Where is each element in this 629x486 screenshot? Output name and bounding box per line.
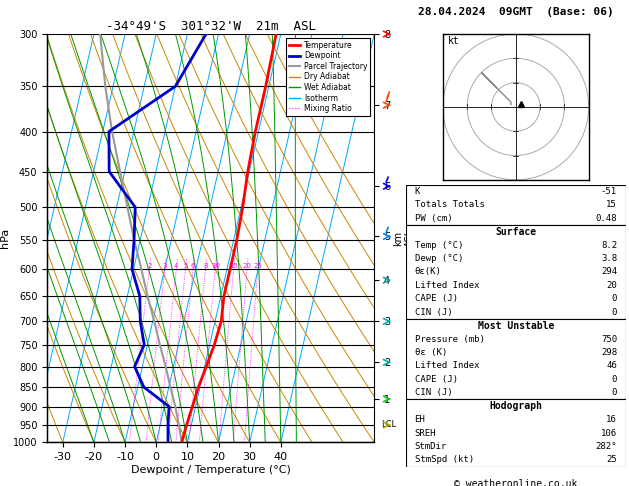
Text: 0: 0 [611, 295, 617, 303]
Text: 0: 0 [611, 308, 617, 317]
Text: kt: kt [448, 36, 460, 46]
Text: 25: 25 [606, 455, 617, 464]
Text: 15: 15 [606, 200, 617, 209]
Legend: Temperature, Dewpoint, Parcel Trajectory, Dry Adiabat, Wet Adiabat, Isotherm, Mi: Temperature, Dewpoint, Parcel Trajectory… [286, 38, 370, 116]
Text: 106: 106 [601, 429, 617, 437]
FancyBboxPatch shape [406, 185, 626, 225]
Text: CAPE (J): CAPE (J) [415, 295, 457, 303]
Text: Lifted Index: Lifted Index [415, 362, 479, 370]
Text: 0: 0 [611, 388, 617, 397]
Text: Totals Totals: Totals Totals [415, 200, 484, 209]
Text: 0: 0 [611, 375, 617, 384]
Text: CIN (J): CIN (J) [415, 308, 452, 317]
Text: Surface: Surface [495, 226, 537, 237]
Text: Dewp (°C): Dewp (°C) [415, 254, 463, 263]
Text: 16: 16 [606, 415, 617, 424]
Text: 282°: 282° [596, 442, 617, 451]
Text: θε (K): θε (K) [415, 348, 447, 357]
Text: 5: 5 [183, 263, 187, 269]
Text: 25: 25 [253, 263, 262, 269]
Text: K: K [415, 187, 420, 196]
Text: 3: 3 [163, 263, 167, 269]
Title: -34°49'S  301°32'W  21m  ASL: -34°49'S 301°32'W 21m ASL [106, 20, 316, 33]
Y-axis label: km
ASL: km ASL [393, 229, 415, 247]
Text: 20: 20 [243, 263, 252, 269]
Text: 6: 6 [191, 263, 196, 269]
Text: 15: 15 [229, 263, 238, 269]
Text: Temp (°C): Temp (°C) [415, 241, 463, 250]
Text: CAPE (J): CAPE (J) [415, 375, 457, 384]
Text: Lifted Index: Lifted Index [415, 281, 479, 290]
Text: 750: 750 [601, 334, 617, 344]
Text: PW (cm): PW (cm) [415, 214, 452, 223]
Text: Most Unstable: Most Unstable [477, 321, 554, 330]
Text: 10: 10 [211, 263, 220, 269]
Text: 46: 46 [606, 362, 617, 370]
Text: 8: 8 [203, 263, 208, 269]
Text: Pressure (mb): Pressure (mb) [415, 334, 484, 344]
Text: StmDir: StmDir [415, 442, 447, 451]
FancyBboxPatch shape [406, 319, 626, 399]
Text: 20: 20 [606, 281, 617, 290]
Text: EH: EH [415, 415, 425, 424]
Text: 298: 298 [601, 348, 617, 357]
Text: 8.2: 8.2 [601, 241, 617, 250]
Text: Hodograph: Hodograph [489, 401, 542, 411]
Text: CIN (J): CIN (J) [415, 388, 452, 397]
Text: © weatheronline.co.uk: © weatheronline.co.uk [454, 479, 577, 486]
X-axis label: Dewpoint / Temperature (°C): Dewpoint / Temperature (°C) [131, 465, 291, 475]
Text: 28.04.2024  09GMT  (Base: 06): 28.04.2024 09GMT (Base: 06) [418, 7, 614, 17]
Y-axis label: hPa: hPa [0, 228, 10, 248]
Text: 4: 4 [174, 263, 179, 269]
Text: StmSpd (kt): StmSpd (kt) [415, 455, 474, 464]
Text: 3.8: 3.8 [601, 254, 617, 263]
Text: θε(K): θε(K) [415, 267, 442, 277]
Text: 0.48: 0.48 [596, 214, 617, 223]
Text: 294: 294 [601, 267, 617, 277]
Text: -51: -51 [601, 187, 617, 196]
FancyBboxPatch shape [406, 399, 626, 467]
Text: SREH: SREH [415, 429, 436, 437]
FancyBboxPatch shape [406, 225, 626, 319]
Text: LCL: LCL [381, 420, 396, 429]
Text: 2: 2 [147, 263, 152, 269]
